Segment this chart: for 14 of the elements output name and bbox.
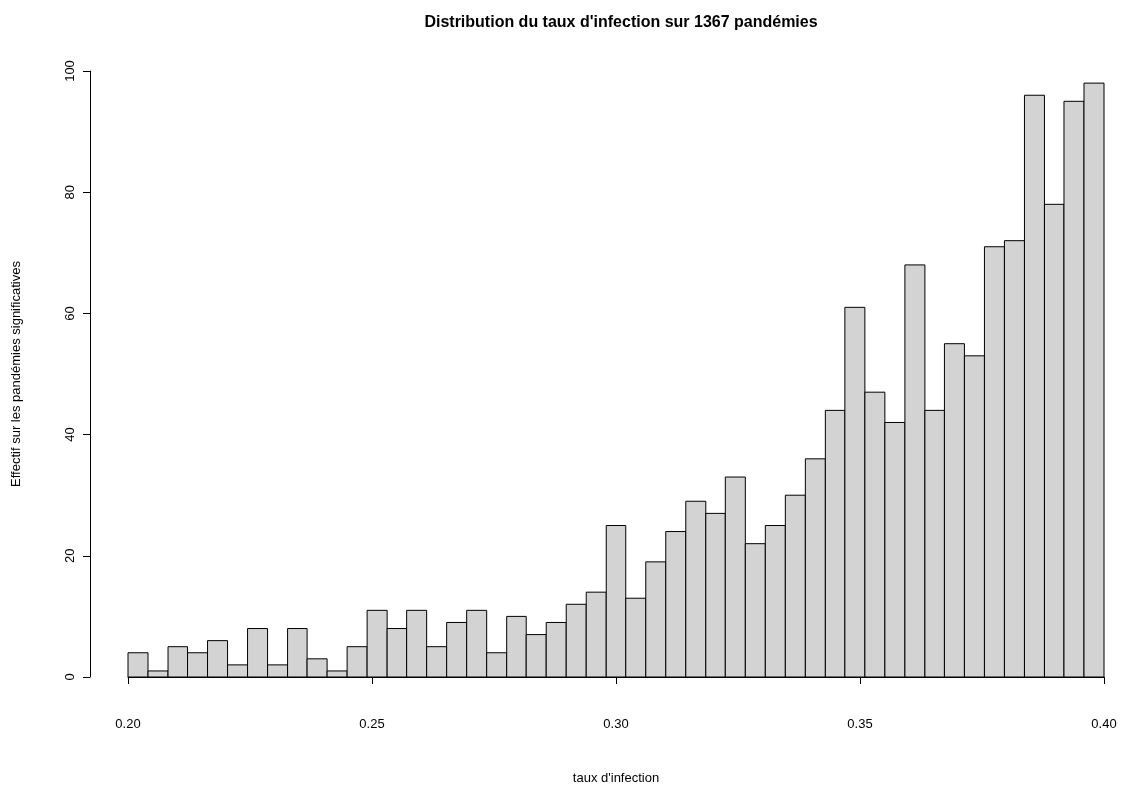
y-tick-label: 20 (62, 548, 77, 564)
x-tick-label: 0.20 (115, 716, 141, 731)
chart-title: Distribution du taux d'infection sur 1367 pandémies (424, 12, 818, 30)
y-axis-title: Effectif sur les pandémies significatives (8, 260, 23, 487)
y-tick-label: 80 (62, 184, 77, 200)
y-tick-label: 60 (62, 306, 77, 321)
x-tick-label: 0.40 (1091, 716, 1117, 731)
y-tick-label: 0 (62, 673, 77, 681)
x-axis-title: taux d'infection (572, 770, 660, 785)
y-tick-label: 100 (62, 60, 77, 82)
x-tick-label: 0.35 (847, 716, 873, 731)
y-tick-label: 40 (62, 427, 77, 442)
x-tick-label: 0.30 (603, 716, 629, 731)
x-tick-label: 0.25 (359, 716, 385, 731)
